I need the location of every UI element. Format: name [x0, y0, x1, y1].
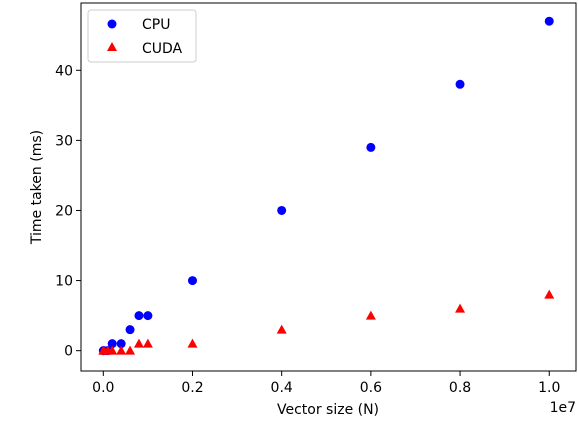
legend-cpu-marker [107, 19, 117, 29]
y-tick-label: 40 [55, 63, 73, 79]
cuda-point [455, 303, 466, 313]
plot-area-frame [80, 2, 577, 372]
x-axis-offset-label: 1e7 [550, 400, 576, 416]
cpu-point [116, 339, 126, 349]
data-points [98, 16, 555, 356]
legend-cuda-label: CUDA [142, 41, 183, 57]
cpu-point [455, 79, 465, 89]
cpu-point [544, 16, 554, 26]
cuda-point [276, 324, 287, 334]
y-tick-label: 10 [55, 274, 73, 290]
y-axis-ticks: 0 10 20 30 40 [55, 63, 81, 360]
x-tick-label: 1.0 [538, 380, 560, 396]
cpu-point [366, 142, 376, 152]
x-tick-label: 0.4 [271, 380, 293, 396]
x-tick-label: 0.2 [181, 380, 203, 396]
cpu-point [107, 339, 117, 349]
x-axis-ticks: 0.0 0.2 0.4 0.6 0.8 1.0 [92, 371, 560, 396]
cpu-point [143, 311, 153, 321]
cuda-point [187, 338, 198, 348]
cpu-point [125, 325, 135, 335]
x-axis-label: Vector size (N) [277, 402, 379, 418]
cuda-point [107, 345, 118, 355]
cuda-point [116, 345, 127, 355]
cpu-point [134, 311, 144, 321]
legend-cpu-label: CPU [142, 17, 170, 33]
x-tick-label: 0.6 [360, 380, 382, 396]
y-axis-label: Time taken (ms) [29, 130, 45, 245]
cpu-point [187, 276, 197, 286]
cuda-point [365, 310, 376, 320]
cuda-point [125, 345, 136, 355]
y-tick-label: 0 [64, 344, 73, 360]
cpu-point [277, 205, 287, 215]
cuda-point [133, 338, 144, 348]
legend: CPU CUDA [87, 9, 197, 63]
y-tick-label: 20 [55, 203, 73, 219]
x-tick-label: 0.8 [449, 380, 471, 396]
cuda-point [544, 289, 555, 299]
x-tick-label: 0.0 [92, 380, 114, 396]
y-tick-label: 30 [55, 133, 73, 149]
cuda-point [142, 338, 153, 348]
legend-cuda-marker [107, 42, 117, 51]
